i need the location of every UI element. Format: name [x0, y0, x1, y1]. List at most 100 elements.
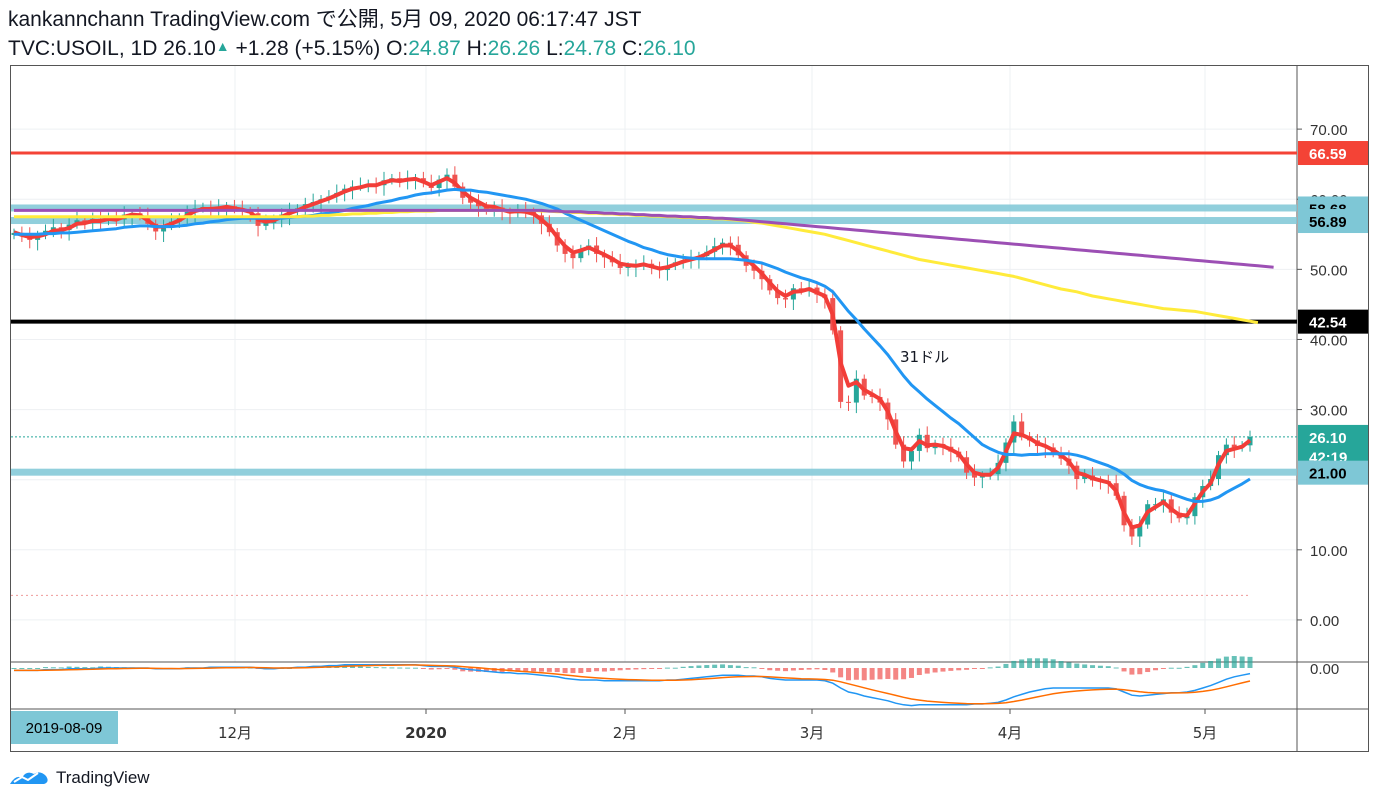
published-line: kankannchann TradingView.com で公開, 5月 09,… [8, 8, 642, 31]
candle-body [1019, 421, 1025, 437]
histogram-bar [66, 666, 72, 668]
up-arrow-icon: ▲ [215, 38, 230, 54]
x-tick-label: 12月 [218, 724, 252, 742]
histogram-bar [767, 668, 773, 671]
last-price: 26.10 [163, 37, 216, 60]
histogram-bar [877, 668, 883, 680]
histogram-bar [554, 668, 560, 673]
histogram-bar [869, 668, 875, 680]
histogram-bar [617, 668, 623, 671]
y-tick-label: 50.00 [1310, 262, 1348, 279]
histogram-bar [775, 668, 781, 671]
signal-line [14, 664, 1251, 705]
close-value: 26.10 [643, 37, 696, 60]
price-annotation: 31ドル [900, 348, 949, 366]
histogram-bar [1208, 661, 1214, 668]
histogram-bar [594, 668, 600, 672]
histogram-bar [751, 667, 757, 669]
histogram-bar [507, 668, 513, 672]
histogram-bar [940, 668, 946, 672]
histogram-bar [601, 668, 607, 672]
histogram-bar [1042, 658, 1048, 668]
histogram-bar [1097, 665, 1103, 668]
candle-body [468, 197, 474, 203]
histogram-bar [1192, 665, 1198, 668]
histogram-bar [979, 668, 985, 669]
histogram-bar [987, 667, 993, 669]
histogram-bar [1129, 668, 1135, 675]
y-tick-label: 30.00 [1310, 403, 1348, 420]
histogram-bar [1082, 664, 1088, 668]
histogram-bar [562, 668, 568, 674]
tradingview-brand[interactable]: TradingView [8, 768, 150, 788]
histogram-bar [885, 668, 891, 679]
histogram-bar [35, 668, 41, 669]
histogram-bar [1137, 668, 1143, 675]
open-label: O: [386, 37, 409, 60]
histogram-bar [491, 668, 497, 673]
histogram-bar [531, 668, 537, 672]
histogram-bar [830, 668, 836, 673]
histogram-bar [1019, 659, 1025, 668]
high-value: 26.26 [487, 37, 541, 60]
histogram-bar [712, 664, 718, 668]
y-tick-label: 40.00 [1310, 332, 1348, 349]
brand-name: TradingView [56, 768, 150, 787]
histogram-bar [397, 667, 403, 669]
histogram-bar [924, 668, 930, 674]
histogram-bar [625, 668, 631, 670]
open-value: 24.87 [408, 37, 461, 60]
histogram-bar [1239, 656, 1245, 668]
histogram-bar [350, 666, 356, 668]
histogram-bar [1176, 667, 1182, 669]
histogram-bar [743, 667, 749, 669]
candle-body [853, 378, 859, 403]
histogram-bar [578, 668, 584, 674]
histogram-bar [916, 668, 922, 676]
histogram-bar [735, 665, 741, 668]
histogram-bar [538, 668, 544, 672]
symbol-label[interactable]: TVC:USOIL, 1D [8, 37, 158, 60]
histogram-bar [42, 667, 48, 669]
x-tick-label: 3月 [800, 724, 825, 742]
histogram-bar [444, 668, 450, 669]
candle-body [924, 434, 930, 449]
chart-frame[interactable] [10, 65, 1369, 752]
cursor-date-badge [11, 711, 118, 744]
histogram-bar [1200, 662, 1206, 668]
histogram-bar [1105, 666, 1111, 668]
histogram-bar [420, 668, 426, 669]
histogram-bar [586, 668, 592, 673]
candle-body [1137, 524, 1143, 537]
histogram-bar [82, 667, 88, 669]
candle-body [483, 206, 489, 211]
moving-average-line [14, 208, 1274, 269]
histogram-bar [649, 668, 655, 669]
histogram-bar [515, 668, 521, 672]
candle-body [562, 245, 568, 254]
histogram-bar [1184, 666, 1190, 668]
histogram-bar [436, 668, 442, 670]
histogram-bar [27, 668, 33, 669]
price-change: +1.28 (+5.15%) [235, 37, 381, 60]
histogram-bar [1145, 668, 1151, 673]
candle-body [783, 298, 789, 300]
support-band [11, 204, 1297, 212]
histogram-bar [1216, 658, 1222, 668]
histogram-bar [798, 668, 804, 671]
histogram-bar [58, 667, 64, 669]
histogram-bar [365, 666, 371, 668]
histogram-bar [727, 665, 733, 668]
histogram-bar [19, 668, 25, 669]
histogram-bar [413, 667, 419, 669]
histogram-bar [546, 668, 552, 672]
histogram-bar [704, 665, 710, 668]
histogram-bar [806, 668, 812, 670]
histogram-bar [74, 666, 80, 668]
symbol-info-line: TVC:USOIL, 1D 26.10▲ +1.28 (+5.15%) O:24… [8, 34, 696, 61]
histogram-bar [1153, 668, 1159, 671]
macd-line [14, 664, 1251, 707]
candle-body [625, 266, 631, 268]
candle-body [908, 450, 914, 462]
